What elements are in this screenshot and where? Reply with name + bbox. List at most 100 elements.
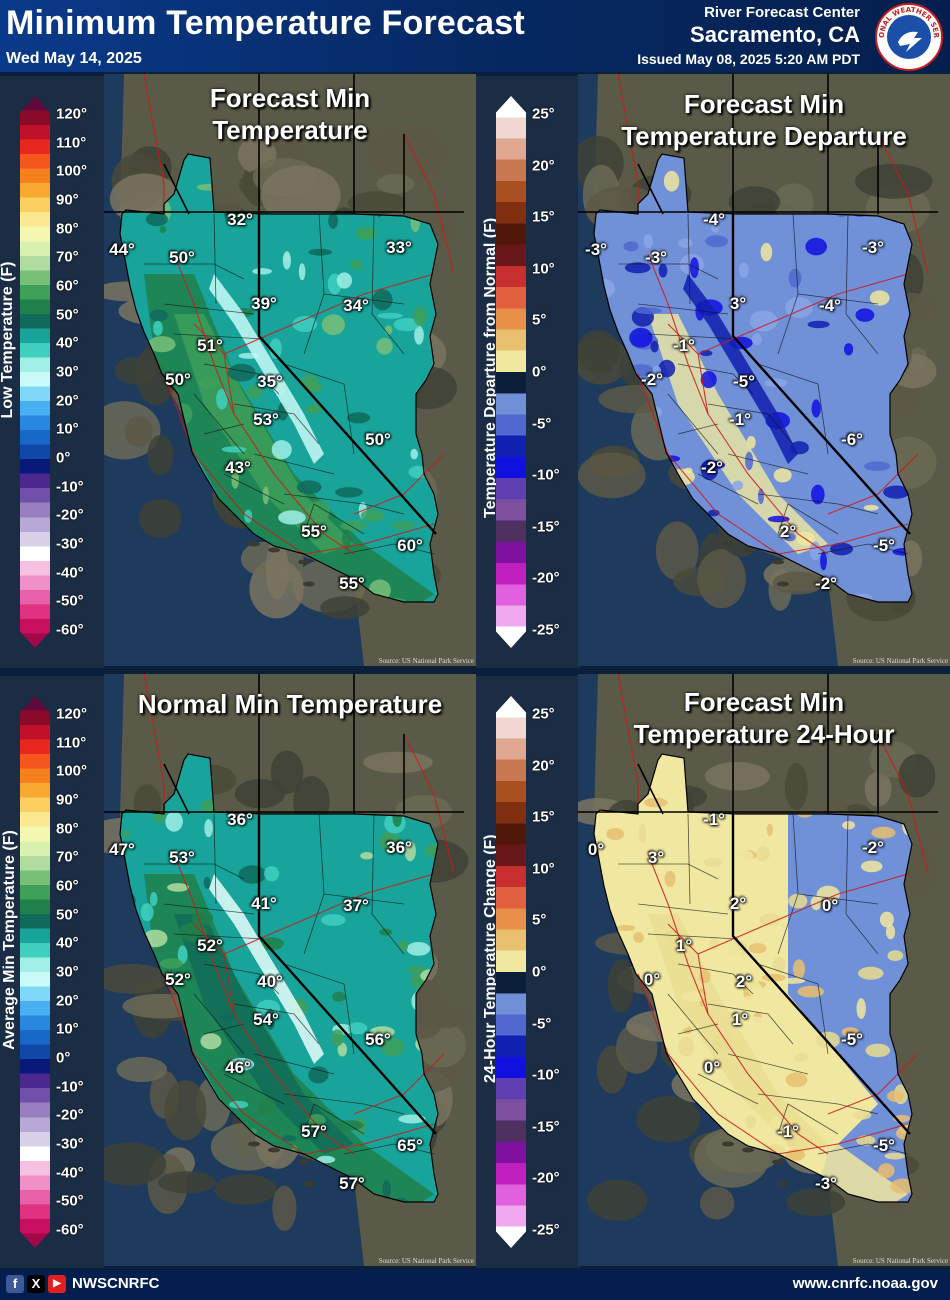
colorbar-tick: 0°: [56, 449, 71, 467]
map-canvas: [104, 74, 476, 666]
youtube-icon[interactable]: ▶: [48, 1275, 66, 1293]
map-credit: Source: US National Park Service: [378, 1257, 474, 1265]
colorbar-tick: 120°: [56, 705, 88, 723]
colorbar-tick: 120°: [56, 105, 88, 123]
colorbar-tick: -15°: [532, 1118, 560, 1136]
temperature-label: 55°: [301, 522, 327, 541]
colorbar-tick: 10°: [56, 420, 79, 438]
panel-title: Normal Min Temperature: [137, 689, 443, 719]
colorbar-tick: -20°: [532, 1169, 560, 1187]
colorbar-title: Low Temperature (F): [0, 261, 16, 419]
website-link[interactable]: www.cnrfc.noaa.gov: [792, 1275, 938, 1292]
temperature-label: 43°: [225, 458, 251, 477]
rfc-city: Sacramento, CA: [690, 22, 860, 47]
color-scale-dep: [496, 696, 526, 1248]
map-panel-normal-min: Normal Min Temperature Source: US Nation…: [104, 674, 476, 1266]
colorbar-tick: -10°: [532, 1066, 560, 1084]
temperature-label: -5°: [841, 1030, 863, 1049]
temperature-label: 40°: [257, 972, 283, 991]
temperature-label: -5°: [733, 372, 755, 391]
temperature-label: 32°: [227, 210, 253, 229]
temperature-label: 3°: [647, 848, 665, 867]
colorbar-tick: -10°: [56, 1078, 84, 1096]
colorbar-tick: 100°: [56, 762, 88, 780]
colorbar-tick: 20°: [56, 992, 79, 1010]
temperature-label: 60°: [397, 536, 423, 555]
temperature-label: 44°: [109, 240, 135, 259]
temperature-label: -1°: [777, 1122, 799, 1141]
temperature-label: -1°: [729, 410, 751, 429]
temperature-label: -3°: [645, 248, 667, 267]
temperature-label: -2°: [641, 370, 663, 389]
temperature-label: 34°: [343, 296, 369, 315]
colorbar-tick: -5°: [532, 1015, 552, 1033]
colorbar-24h-change: 24-Hour Temperature Change (F) 25° 20° 15°…: [476, 676, 580, 1268]
temperature-label: -1°: [673, 336, 695, 355]
map-panel-forecast-min: Forecast Min Temperature Source: US Natio…: [104, 74, 476, 666]
colorbar-tick: 70°: [56, 848, 79, 866]
map-canvas: [578, 74, 950, 666]
temperature-label: 50°: [365, 430, 391, 449]
page-title: Minimum Temperature Forecast: [6, 4, 525, 42]
colorbar-tick: 90°: [56, 191, 79, 209]
temperature-label: 2°: [735, 972, 753, 991]
forecast-date: Wed May 14, 2025: [6, 50, 142, 67]
panel-title: Forecast Min Temperature Departure: [621, 89, 907, 151]
temperature-label: 1°: [731, 1010, 749, 1029]
colorbar-tick: -25°: [532, 1221, 560, 1239]
colorbar-tick: 60°: [56, 877, 79, 895]
colorbar-tick: 25°: [532, 705, 555, 723]
colorbar-tick: 10°: [56, 1020, 79, 1038]
colorbar-tick: 100°: [56, 162, 88, 180]
colorbar-tick: 0°: [532, 963, 547, 981]
facebook-icon[interactable]: f: [6, 1275, 24, 1293]
map-canvas: [578, 674, 950, 1266]
temperature-label: -2°: [701, 458, 723, 477]
colorbar-tick: -15°: [532, 518, 560, 536]
temperature-label: -3°: [815, 1174, 837, 1193]
colorbar-tick: 5°: [532, 311, 547, 329]
header: Minimum Temperature Forecast Wed May 14,…: [0, 0, 950, 72]
temperature-label: 52°: [197, 936, 223, 955]
temperature-label: 0°: [643, 970, 661, 989]
temperature-label: 37°: [343, 896, 369, 915]
map-credit: Source: US National Park Service: [852, 1257, 948, 1265]
colorbar-departure: Temperature Departure from Normal (F) 25…: [476, 76, 580, 668]
panel-title: Forecast Min Temperature 24-Hour: [633, 687, 895, 749]
temperature-label: 55°: [339, 574, 365, 593]
temperature-label: -2°: [815, 574, 837, 593]
colorbar-tick: 40°: [56, 934, 79, 952]
temperature-label: 39°: [251, 294, 277, 313]
colorbar-tick: 20°: [56, 392, 79, 410]
colorbar-tick: 40°: [56, 334, 79, 352]
colorbar-tick: -20°: [56, 1106, 84, 1124]
colorbar-tick: 0°: [532, 363, 547, 381]
temperature-label: 33°: [386, 238, 412, 257]
colorbar-tick: 5°: [532, 911, 547, 929]
color-scale-temp: [20, 696, 50, 1248]
temperature-label: -6°: [841, 430, 863, 449]
temperature-label: 65°: [397, 1136, 423, 1155]
colorbar-tick: 0°: [56, 1049, 71, 1067]
colorbar-tick: -5°: [532, 415, 552, 433]
temperature-label: -3°: [862, 238, 884, 257]
rfc-name: River Forecast Center: [704, 4, 860, 21]
colorbar-tick: -10°: [532, 466, 560, 484]
temperature-label: -1°: [703, 810, 725, 829]
x-icon[interactable]: X: [27, 1275, 45, 1293]
temperature-label: 54°: [253, 1010, 279, 1029]
colorbar-title: Average Min Temperature (F): [1, 830, 18, 1050]
colorbar-tick: -10°: [56, 478, 84, 496]
social-handle[interactable]: NWSCNRFC: [72, 1275, 160, 1292]
colorbar-tick: 20°: [532, 157, 555, 175]
temperature-label: 0°: [821, 896, 839, 915]
colorbar-tick: 10°: [532, 860, 555, 878]
temperature-label: 1°: [675, 936, 693, 955]
temperature-label: 47°: [109, 840, 135, 859]
temperature-label: 56°: [365, 1030, 391, 1049]
colorbar-tick: 20°: [532, 757, 555, 775]
temperature-label: 51°: [197, 336, 223, 355]
temperature-label: 3°: [729, 294, 747, 313]
colorbar-low-temp: Low Temperature (F) 120° 110° 100° 90° 80° 70…: [0, 76, 104, 668]
colorbar-tick: 80°: [56, 820, 79, 838]
